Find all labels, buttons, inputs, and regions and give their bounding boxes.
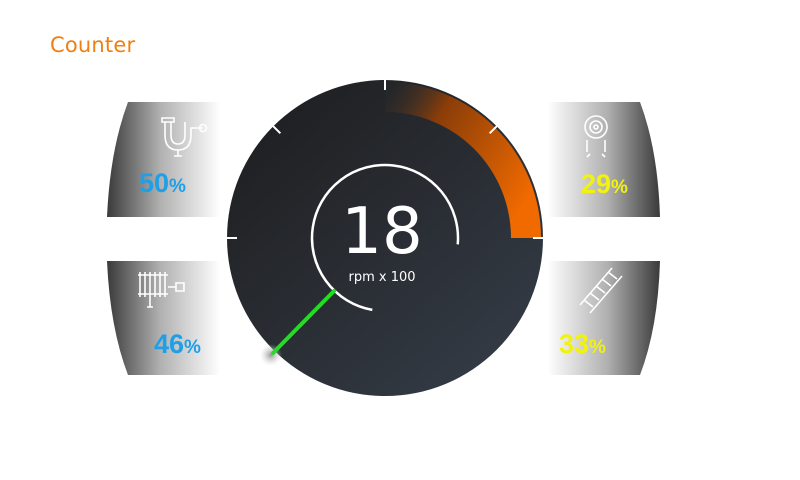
- gauge-tick: [271, 124, 282, 135]
- bottom-right-percentage: 33%: [559, 329, 606, 359]
- gauge-redzone: [385, 82, 541, 238]
- panel-top-right: [510, 102, 660, 217]
- panel-top-left: [107, 102, 258, 217]
- gauge-value: 18: [341, 195, 423, 269]
- bottom-left-percentage: 46%: [154, 329, 201, 359]
- panel-bottom-right: [510, 261, 660, 375]
- hose-reel-icon: [584, 115, 608, 158]
- page-title: Counter: [50, 33, 136, 57]
- gauge-needle: [271, 289, 336, 355]
- top-left-percentage: 50%: [139, 168, 186, 198]
- top-right-percentage: 29%: [581, 169, 628, 199]
- heater-hose-icon: [138, 272, 185, 308]
- gauge-tick: [488, 124, 499, 135]
- gauge-inner-arc: [310, 163, 460, 312]
- ladder-icon: [579, 267, 623, 314]
- gauge-unit: rpm x 100: [348, 270, 416, 285]
- plumbing-pipe-icon: [161, 117, 208, 157]
- gauge-ticks: [226, 79, 544, 239]
